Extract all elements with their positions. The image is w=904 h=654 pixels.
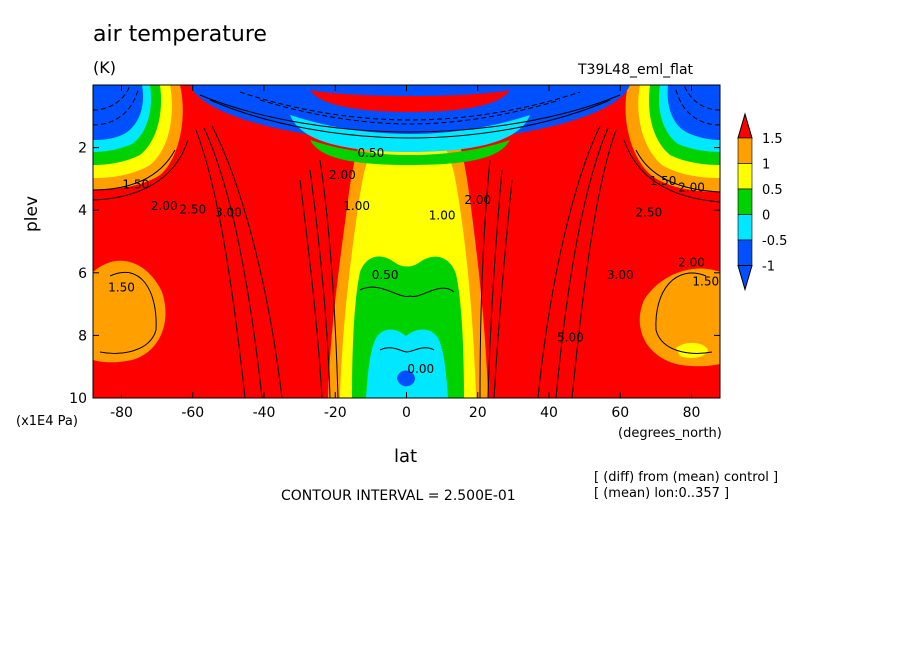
left-upper-blue — [93, 85, 144, 140]
x-tick-label: 0 — [402, 405, 411, 421]
y-axis: 2 4 6 8 10 — [69, 141, 720, 407]
colorbar-overflow-low — [737, 265, 753, 292]
contour-lines — [93, 94, 720, 398]
contour-line — [93, 149, 176, 191]
contour-label: 2.50 — [635, 205, 662, 219]
mean-note: [ (mean) lon:0..357 ] — [594, 486, 730, 501]
contour-labels: 1.502.00 2.50 3.001.501.002.000.500.501.00… — [108, 146, 719, 376]
contour-line — [203, 127, 263, 398]
colorbar-label: 1 — [762, 158, 770, 173]
contour-label: 1.50 — [108, 281, 135, 295]
contour-line — [493, 179, 513, 398]
right-upper-blue — [667, 85, 720, 140]
colorbar-segment — [737, 188, 753, 215]
colorbar-segment — [737, 214, 753, 241]
x-tick-label: 80 — [683, 405, 701, 421]
colorbar-label: 0.5 — [762, 183, 783, 198]
x-tick-label: -60 — [181, 405, 204, 421]
y-tick-label: 4 — [78, 203, 87, 219]
contour-interval-note: CONTOUR INTERVAL = 2.500E-01 — [281, 488, 516, 504]
dashed-contour — [239, 91, 581, 121]
contour-line — [623, 139, 720, 203]
contour-label: 2.00 — [329, 168, 356, 182]
contour-line — [199, 94, 621, 133]
contour-line — [379, 347, 435, 353]
chart-units: (K) — [93, 58, 116, 77]
contour-label: 0.50 — [372, 268, 399, 282]
contour-label: 3.00 — [215, 205, 242, 219]
center-cyan — [366, 329, 448, 398]
contour-label: 2.00 — [678, 256, 705, 270]
top-red-cap — [310, 90, 510, 112]
colorbar-segment — [737, 163, 753, 190]
colorbar: 1.5 1 0.5 0 -0.5 -1 — [737, 112, 787, 292]
contour-label: 2.00 — [151, 199, 178, 213]
right-lower-yellow — [676, 342, 708, 358]
contour-label: 2.00 — [678, 180, 705, 194]
contour-line — [359, 286, 455, 297]
x-axis: -80 -60 -40 -20 0 20 40 60 80 — [110, 85, 700, 421]
center-blue-spot — [397, 370, 415, 387]
contour-line — [635, 149, 720, 193]
contour-line — [309, 169, 331, 398]
contour-label: 2.50 — [179, 202, 206, 216]
right-lower-orange — [639, 268, 720, 367]
contour-line — [195, 129, 246, 398]
y-tick-label: 6 — [78, 266, 87, 282]
contour-line — [537, 125, 601, 398]
diff-note: [ (diff) from (mean) control ] — [594, 470, 779, 485]
contour-line — [555, 127, 609, 398]
experiment-name: T39L48_eml_flat — [578, 62, 694, 78]
contour-line — [99, 271, 157, 354]
colorbar-segment — [737, 137, 753, 164]
colorbar-label: -1 — [762, 260, 775, 275]
temperature-field: 1.502.00 2.50 3.001.501.002.000.500.501.00… — [93, 85, 720, 398]
contour-label: 1.00 — [343, 199, 370, 213]
contour-line — [93, 139, 189, 201]
x-tick-label: -80 — [110, 405, 133, 421]
colorbar-overflow-high — [737, 112, 753, 139]
contour-label: 0.50 — [358, 146, 385, 160]
contour-label: 1.00 — [429, 209, 456, 223]
y-tick-label: 10 — [69, 391, 87, 407]
x-tick-label: 40 — [540, 405, 558, 421]
x-tick-label: 60 — [611, 405, 629, 421]
contour-line — [319, 159, 339, 398]
contour-label: 1.50 — [692, 274, 719, 288]
contour-line — [655, 272, 713, 354]
contour-line — [211, 125, 283, 398]
y-axis-units: (x1E4 Pa) — [16, 414, 78, 429]
contour-label: 2.00 — [464, 193, 491, 207]
dashed-contour — [683, 85, 720, 111]
colorbar-label: -0.5 — [762, 234, 787, 249]
contour-line — [299, 179, 323, 398]
tropopause-cyan — [290, 115, 530, 152]
contour-label: 3.00 — [607, 268, 634, 282]
negative-contours — [93, 85, 720, 126]
contour-line — [479, 159, 491, 398]
contour-label: 1.50 — [122, 177, 149, 191]
chart-title: air temperature — [93, 22, 267, 47]
y-tick-label: 2 — [78, 141, 87, 157]
contour-label: 5.00 — [557, 331, 584, 345]
x-tick-label: 20 — [469, 405, 487, 421]
colorbar-label: 0 — [762, 209, 770, 224]
tropopause-green — [310, 140, 510, 165]
x-tick-label: -20 — [324, 405, 347, 421]
dashed-contour — [259, 99, 561, 125]
contour-line — [571, 129, 617, 398]
y-tick-label: 8 — [78, 328, 87, 344]
x-axis-label: lat — [394, 446, 418, 467]
contour-line — [487, 169, 503, 398]
x-axis-units: (degrees_north) — [618, 426, 722, 441]
x-tick-label: -40 — [253, 405, 276, 421]
colorbar-segment — [737, 239, 753, 266]
contour-line — [209, 99, 611, 139]
contour-label: 0.00 — [407, 362, 434, 376]
dashed-contour — [93, 85, 131, 111]
contour-label: 1.50 — [650, 174, 677, 188]
colorbar-label: 1.5 — [762, 132, 783, 147]
